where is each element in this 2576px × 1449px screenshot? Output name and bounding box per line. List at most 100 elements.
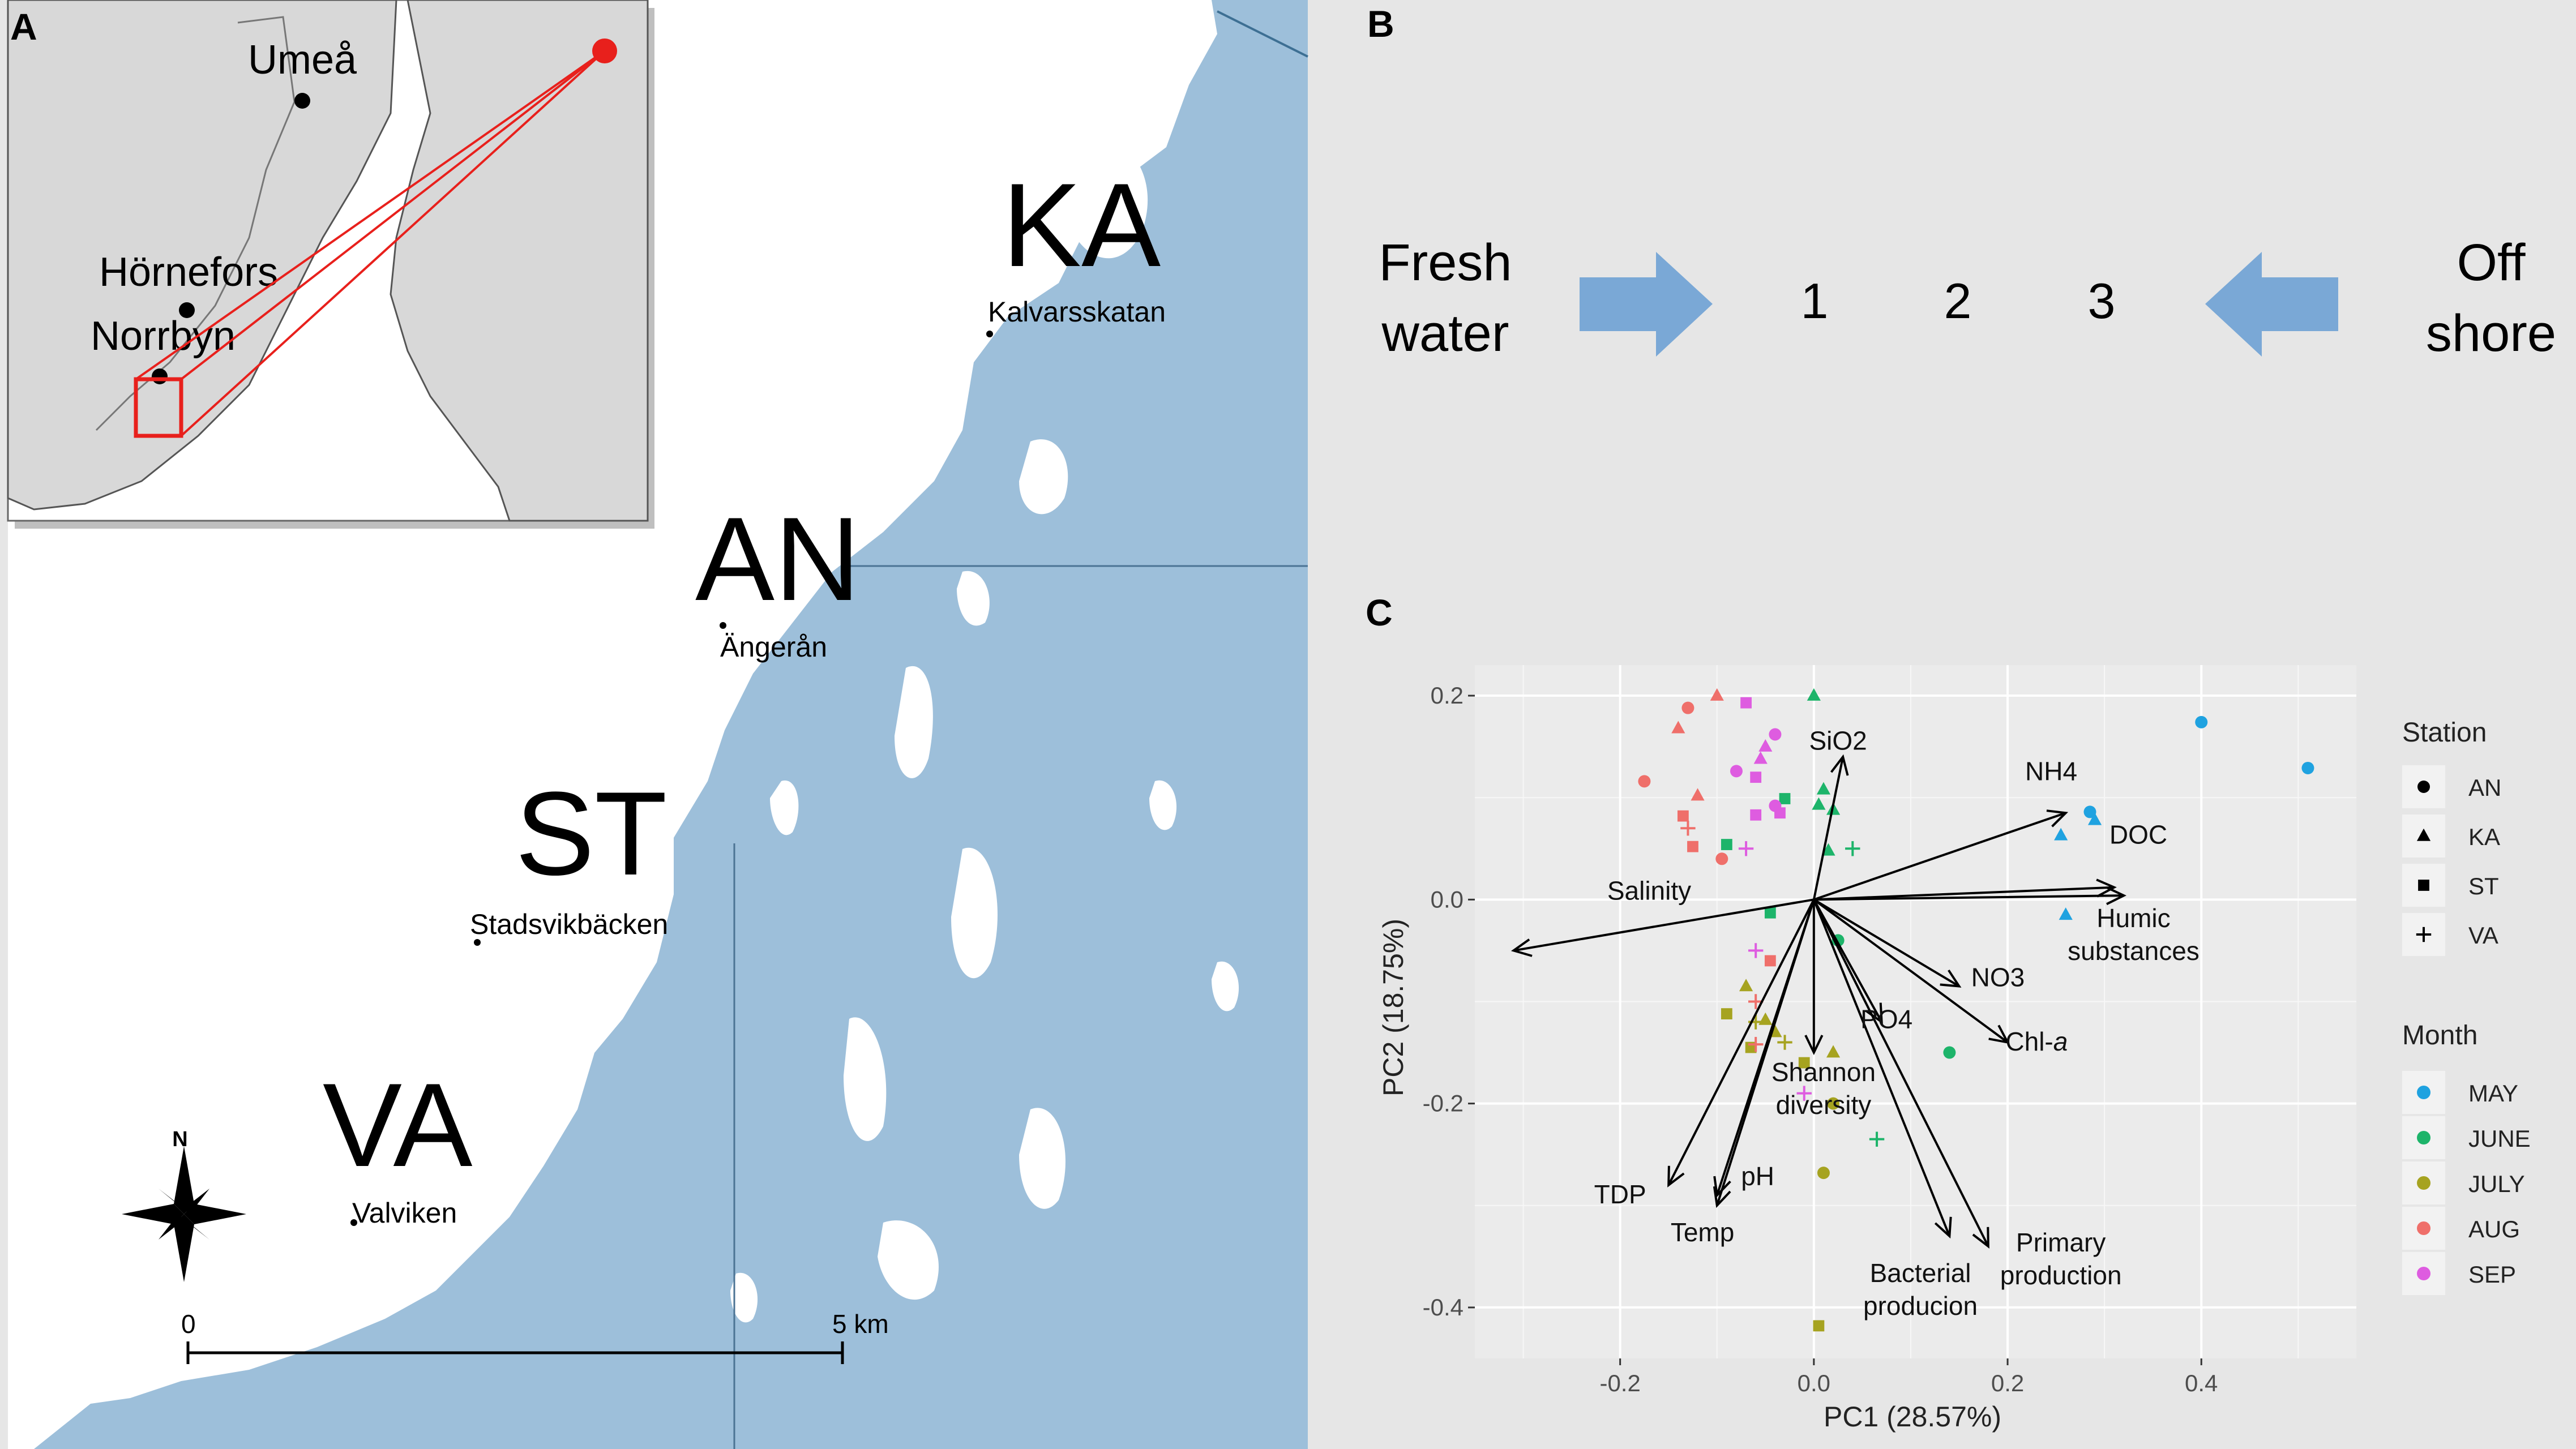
station-name-an: Ängerån [720,631,827,663]
data-point [1750,809,1762,821]
data-point [1777,1035,1792,1050]
loading-vector [1813,898,2009,1044]
vector-arrowhead [1988,1024,2010,1044]
legend-station: Station AN KA ST VA [2402,718,2501,956]
vector-arrowhead [2046,809,2069,828]
vector-label: NH4 [2025,757,2077,786]
data-point [1764,907,1776,919]
vector-label-line: substances [2068,936,2200,966]
legend-station-title: Station [2402,718,2487,748]
data-point [2059,907,2073,920]
data-point [1740,697,1752,709]
y-tick-label: 0.0 [1431,886,1464,912]
scale-bar [186,1341,844,1364]
y-tick-label: 0.2 [1431,682,1464,709]
y-axis-label: PC2 (18.75%) [1377,919,1409,1096]
data-point [1827,1097,1840,1110]
gradient-step-3: 3 [2088,273,2116,329]
vector-arrowhead [1804,1035,1824,1056]
vector-arrowhead [1510,938,1533,957]
station-code-an: AN [695,492,861,625]
x-tick-label: 0.2 [1991,1370,2024,1396]
north-arrow-icon [122,1146,246,1282]
vector-label-line: diversity [1776,1090,1872,1120]
data-point [1758,739,1773,752]
data-point [1769,728,1782,741]
loading-vector [1813,894,2124,901]
legend-station-label: AN [2468,774,2501,801]
data-point [1753,751,1768,764]
gradient-step-1: 1 [1801,273,1829,329]
data-point [2054,828,2068,841]
vector-label-line: Primary [2016,1228,2106,1257]
legend-month-key [2417,1221,2430,1235]
legend-month-label: JUNE [2468,1125,2531,1152]
legend-month: Month MAY JUNE JULY AUG SEP [2402,1021,2531,1295]
legend-month-label: SEP [2468,1261,2516,1288]
vector-label: DOC [2109,820,2167,849]
inset-land-west [7,0,397,511]
legend-station-key [2416,927,2432,942]
station-code-va: VA [323,1058,473,1191]
map-panel: KA Kalvarsskatan AN Ängerån ST Stadsvikb… [7,0,1308,1449]
vector-label: NO3 [1971,962,2025,992]
data-point [1739,979,1753,992]
vector-arrowhead [2106,886,2126,906]
data-point [1764,955,1776,967]
vector-label: Primary production [2000,1228,2122,1290]
vector-label: pH [1741,1161,1774,1191]
data-point [2087,812,2102,825]
station-dot-st [474,939,481,946]
gradient-panel: B Fresh water 1 2 3 Off shore [1367,3,2556,362]
legend-month-key [2417,1086,2430,1099]
data-point [1680,821,1696,836]
data-point [1691,788,1705,801]
vector-label: SiO2 [1809,726,1867,756]
data-point [1817,1167,1830,1180]
fresh-water-line1: Fresh [1379,234,1512,291]
inset-land-east [390,0,649,522]
station-name-st: Stadsvikbäcken [470,908,668,940]
station-dot-an [720,622,726,629]
data-point [1715,852,1728,865]
x-tick-label: 0.0 [1798,1370,1830,1396]
arrow-left-icon [2205,252,2338,357]
legend-month-key [2417,1176,2430,1190]
y-tick-label: -0.2 [1423,1090,1464,1117]
data-point [1807,688,1821,701]
data-point [1813,1320,1825,1332]
data-point [1812,797,1826,810]
vector-arrowhead [1830,754,1849,776]
legend-station-key [2418,880,2429,891]
data-point [1798,1057,1810,1069]
station-name-ka: Kalvarsskatan [988,296,1166,328]
x-axis-label: PC1 (28.57%) [1824,1401,2001,1433]
inset-town-hornefors: Hörnefors [99,250,278,295]
data-point [1774,807,1786,819]
vector-arrowhead [1667,1165,1685,1188]
y-tick-label: -0.4 [1423,1294,1464,1321]
data-point [1748,943,1764,958]
vector-label: Salinity [1607,876,1691,905]
legend-month-label: AUG [2468,1216,2520,1242]
loading-vector [1513,898,1815,952]
legend-station-key [2416,828,2431,841]
data-point [1816,782,1831,795]
inset-town-dot [179,302,195,318]
legend-station-label: ST [2468,873,2499,899]
legend-month-key [2417,1131,2430,1144]
vector-label-italic: a [2053,1027,2068,1056]
station-name-va: Valviken [352,1197,457,1229]
fresh-water-line2: water [1381,305,1509,362]
vector-label: Chl-a [2005,1027,2068,1056]
data-point [1748,1036,1764,1052]
station-code-st: ST [515,767,667,900]
legend-station-key [2417,781,2430,793]
data-point [1721,839,1732,850]
legend-month-label: MAY [2468,1080,2518,1107]
data-point [1671,721,1685,734]
data-point [2301,761,2314,774]
panel-label-c: C [1366,591,1393,633]
loading-vector [1813,812,2066,901]
vector-arrowhead [1713,1176,1731,1198]
